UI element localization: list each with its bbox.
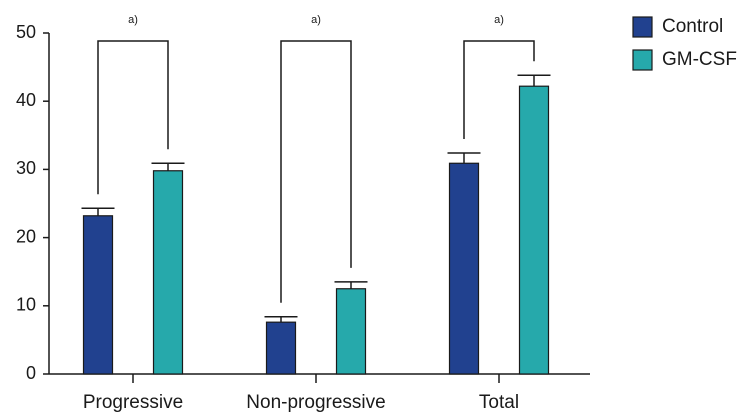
legend-swatch bbox=[632, 49, 653, 71]
y-tick-label: 20 bbox=[16, 226, 36, 246]
legend-swatch bbox=[632, 16, 653, 38]
bar bbox=[335, 288, 367, 375]
bar bbox=[448, 162, 480, 375]
bar bbox=[265, 321, 297, 375]
significance-bracket bbox=[463, 40, 535, 140]
significance-bracket bbox=[97, 40, 169, 195]
error-bar bbox=[447, 152, 481, 164]
bar bbox=[518, 85, 550, 375]
y-tick-label: 30 bbox=[16, 158, 36, 178]
x-tick-label: Progressive bbox=[83, 392, 183, 413]
significance-label: a) bbox=[494, 14, 504, 26]
x-tick-label: Non-progressive bbox=[246, 392, 385, 413]
significance-bracket bbox=[280, 40, 352, 303]
x-tick-label: Total bbox=[479, 392, 519, 413]
y-tick-label: 0 bbox=[26, 363, 36, 383]
error-bar bbox=[264, 315, 298, 323]
y-tick-label: 10 bbox=[16, 295, 36, 315]
error-bar bbox=[517, 74, 551, 87]
bar bbox=[82, 215, 114, 375]
significance-label: a) bbox=[128, 14, 138, 26]
legend-label: GM-CSF bbox=[662, 49, 737, 70]
error-bar bbox=[151, 162, 185, 171]
y-tick-label: 50 bbox=[16, 22, 36, 42]
legend-label: Control bbox=[662, 16, 723, 37]
significance-label: a) bbox=[311, 14, 321, 26]
error-bar bbox=[334, 281, 368, 289]
bar bbox=[152, 170, 184, 375]
error-bar bbox=[81, 207, 115, 216]
y-tick-label: 40 bbox=[16, 90, 36, 110]
